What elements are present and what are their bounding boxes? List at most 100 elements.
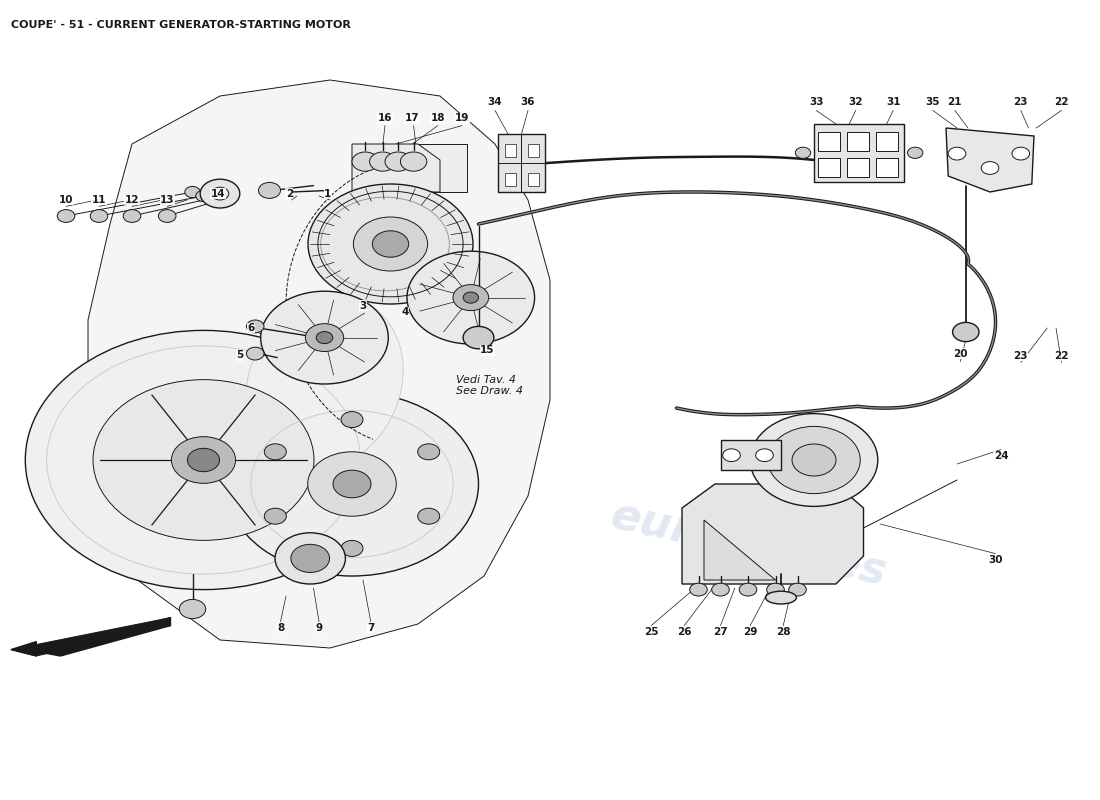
Bar bbox=[818, 132, 840, 151]
Circle shape bbox=[981, 162, 999, 174]
Bar bbox=[818, 158, 840, 177]
Circle shape bbox=[418, 508, 440, 524]
Bar bbox=[498, 134, 544, 192]
Circle shape bbox=[123, 210, 141, 222]
Text: 7: 7 bbox=[367, 623, 374, 633]
Text: COUPE' - 51 - CURRENT GENERATOR-STARTING MOTOR: COUPE' - 51 - CURRENT GENERATOR-STARTING… bbox=[11, 20, 351, 30]
Circle shape bbox=[200, 179, 240, 208]
Circle shape bbox=[352, 152, 378, 171]
Circle shape bbox=[57, 210, 75, 222]
Bar bbox=[528, 173, 539, 186]
Polygon shape bbox=[270, 342, 319, 362]
Bar bbox=[876, 132, 898, 151]
Circle shape bbox=[690, 583, 707, 596]
Polygon shape bbox=[88, 80, 550, 648]
Circle shape bbox=[185, 186, 200, 198]
Circle shape bbox=[767, 583, 784, 596]
Bar bbox=[847, 132, 869, 151]
Circle shape bbox=[341, 411, 363, 427]
Circle shape bbox=[308, 184, 473, 304]
Bar bbox=[847, 158, 869, 177]
Text: 4: 4 bbox=[402, 307, 408, 317]
Text: 20: 20 bbox=[953, 349, 968, 358]
Text: 34: 34 bbox=[487, 98, 503, 107]
Polygon shape bbox=[352, 144, 440, 192]
Text: 22: 22 bbox=[1054, 351, 1069, 361]
Circle shape bbox=[385, 152, 411, 171]
Text: 23: 23 bbox=[1013, 351, 1028, 361]
Circle shape bbox=[407, 251, 535, 344]
Circle shape bbox=[246, 320, 264, 333]
Circle shape bbox=[172, 437, 235, 483]
Polygon shape bbox=[682, 484, 864, 584]
Text: 22: 22 bbox=[1054, 98, 1069, 107]
Circle shape bbox=[246, 347, 264, 360]
Circle shape bbox=[90, 210, 108, 222]
Circle shape bbox=[768, 426, 860, 494]
Bar bbox=[505, 173, 516, 186]
Text: 8: 8 bbox=[277, 623, 284, 633]
Circle shape bbox=[372, 230, 409, 258]
Circle shape bbox=[463, 326, 494, 349]
Circle shape bbox=[226, 392, 478, 576]
Circle shape bbox=[290, 544, 330, 573]
Text: 6: 6 bbox=[248, 323, 254, 333]
Bar bbox=[528, 144, 539, 157]
Circle shape bbox=[370, 152, 396, 171]
Circle shape bbox=[306, 324, 343, 351]
Text: 32: 32 bbox=[848, 98, 864, 107]
Polygon shape bbox=[704, 520, 776, 580]
Text: 2: 2 bbox=[286, 189, 293, 198]
Text: 23: 23 bbox=[1013, 98, 1028, 107]
Circle shape bbox=[953, 322, 979, 342]
Circle shape bbox=[750, 414, 878, 506]
Circle shape bbox=[463, 292, 478, 303]
Circle shape bbox=[207, 192, 222, 203]
Text: eurospares: eurospares bbox=[606, 494, 890, 594]
Circle shape bbox=[739, 583, 757, 596]
Ellipse shape bbox=[766, 591, 796, 604]
Circle shape bbox=[258, 182, 280, 198]
Text: 14: 14 bbox=[210, 189, 225, 198]
Circle shape bbox=[264, 444, 286, 460]
Circle shape bbox=[353, 217, 428, 271]
Text: 35: 35 bbox=[925, 98, 940, 107]
Bar bbox=[720, 440, 781, 470]
Text: 17: 17 bbox=[405, 114, 420, 123]
Text: 29: 29 bbox=[742, 627, 758, 637]
Text: 3: 3 bbox=[360, 301, 366, 310]
Polygon shape bbox=[11, 642, 36, 656]
Circle shape bbox=[795, 147, 811, 158]
Polygon shape bbox=[11, 618, 170, 656]
Text: 21: 21 bbox=[947, 98, 962, 107]
Circle shape bbox=[261, 291, 388, 384]
Text: 25: 25 bbox=[644, 627, 659, 637]
Circle shape bbox=[712, 583, 729, 596]
Circle shape bbox=[948, 147, 966, 160]
Polygon shape bbox=[946, 128, 1034, 192]
Circle shape bbox=[275, 533, 345, 584]
Text: 11: 11 bbox=[91, 195, 107, 205]
Text: 28: 28 bbox=[776, 627, 791, 637]
Polygon shape bbox=[39, 618, 170, 656]
Circle shape bbox=[25, 330, 382, 590]
Text: 24: 24 bbox=[993, 451, 1009, 461]
Text: 36: 36 bbox=[520, 98, 536, 107]
Circle shape bbox=[756, 449, 773, 462]
Text: 26: 26 bbox=[676, 627, 692, 637]
Text: 31: 31 bbox=[886, 98, 901, 107]
Circle shape bbox=[218, 193, 233, 204]
Circle shape bbox=[792, 444, 836, 476]
Circle shape bbox=[723, 449, 740, 462]
Text: 15: 15 bbox=[480, 346, 495, 355]
Text: 33: 33 bbox=[808, 98, 824, 107]
Text: 16: 16 bbox=[377, 114, 393, 123]
Text: Vedi Tav. 4
See Draw. 4: Vedi Tav. 4 See Draw. 4 bbox=[456, 374, 524, 396]
Circle shape bbox=[158, 210, 176, 222]
Bar bbox=[368, 144, 468, 192]
Text: 9: 9 bbox=[316, 623, 322, 633]
Circle shape bbox=[196, 190, 211, 202]
Text: 5: 5 bbox=[236, 350, 243, 360]
Bar bbox=[505, 144, 516, 157]
Bar bbox=[814, 124, 904, 182]
